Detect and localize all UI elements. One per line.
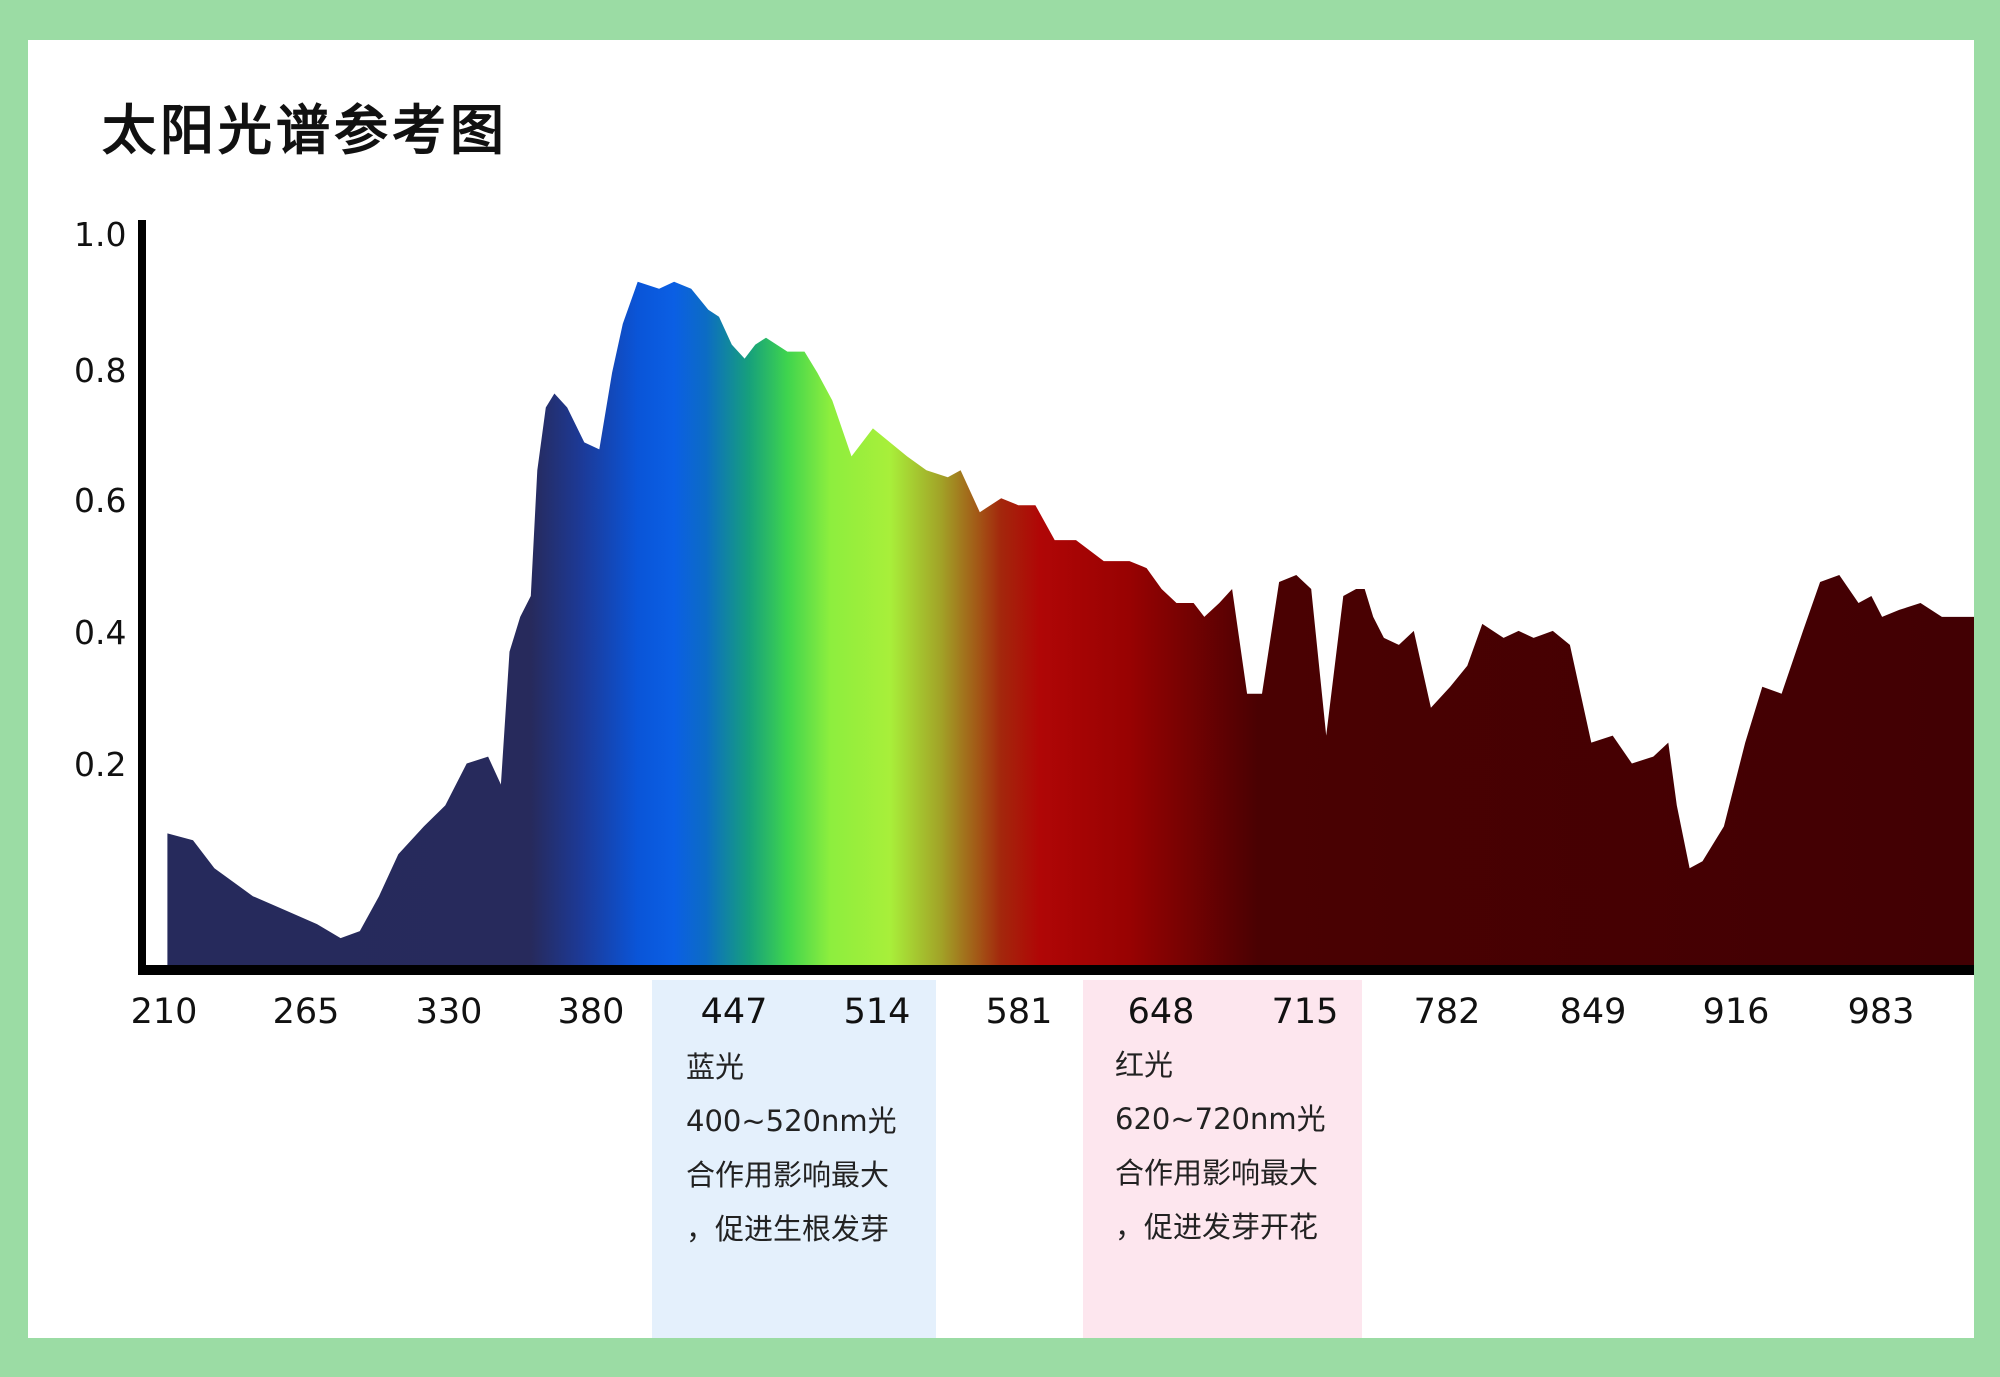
red-band-text: 红光 620~720nm光 合作用影响最大 ，促进发芽开花: [1115, 1038, 1326, 1254]
x-tick-label: 849: [1560, 992, 1627, 1032]
y-tick-label: 0.6: [74, 481, 126, 520]
blue-band-text: 蓝光 400~520nm光 合作用影响最大 ，促进生根发芽: [686, 1040, 897, 1256]
x-tick-label: 265: [273, 992, 340, 1032]
spectrum-area: [167, 281, 1974, 966]
red-band-line: ，促进发芽开花: [1115, 1210, 1319, 1244]
blue-band-line: 合作用影响最大: [686, 1158, 890, 1192]
spectrum-chart: 1.0 0.8 0.6 0.4 0.2 210 265 330 380 447 514 581 648…: [74, 215, 1974, 1032]
y-tick-label: 1.0: [74, 215, 126, 254]
red-band-line: 620~720nm光: [1115, 1102, 1326, 1136]
x-tick-label: 648: [1128, 992, 1195, 1032]
x-tick-label: 983: [1848, 992, 1915, 1032]
x-tick-label: 916: [1703, 992, 1770, 1032]
x-tick-label: 447: [701, 992, 768, 1032]
blue-band-highlight: [652, 980, 936, 1338]
x-tick-label: 514: [844, 992, 911, 1032]
blue-band-line: ，促进生根发芽: [686, 1212, 890, 1246]
x-tick-label: 330: [416, 992, 483, 1032]
y-tick-label: 0.8: [74, 351, 126, 390]
x-tick-label: 715: [1272, 992, 1339, 1032]
blue-band-line: 400~520nm光: [686, 1104, 897, 1138]
red-band-line: 红光: [1115, 1048, 1174, 1082]
chart-title: 太阳光谱参考图: [102, 99, 508, 162]
x-tick-label: 782: [1414, 992, 1481, 1032]
red-band-line: 合作用影响最大: [1115, 1156, 1319, 1190]
chart-card: 太阳光谱参考图 1.0 0.8 0.6 0.4 0.2 210 265 330 380 447 5…: [28, 40, 1974, 1338]
x-tick-label: 581: [986, 992, 1053, 1032]
y-tick-label: 0.2: [74, 745, 126, 784]
red-band-highlight: [1083, 980, 1362, 1338]
y-tick-label: 0.4: [74, 613, 126, 652]
x-tick-label: 210: [131, 992, 198, 1032]
blue-band-line: 蓝光: [686, 1050, 745, 1084]
x-tick-label: 380: [558, 992, 625, 1032]
